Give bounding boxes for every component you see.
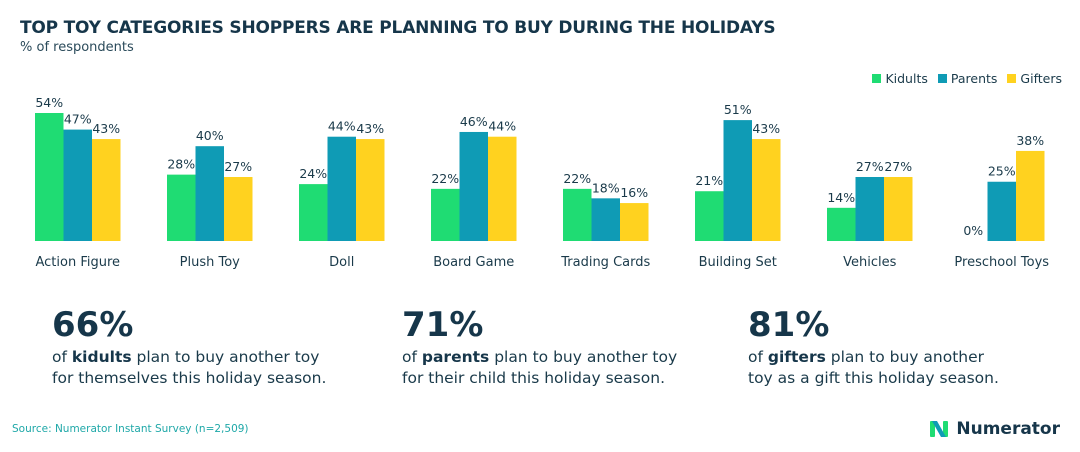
data-label-parents-doll: 44% [328,119,356,134]
numerator-logo-icon [930,421,949,437]
data-label-parents-action-figure: 47% [64,112,92,127]
stat-pre-parents: of [402,348,422,366]
data-label-kidults-action-figure: 54% [35,95,63,110]
bar-gifters-preschool-toys [1016,150,1045,241]
category-label-vehicles: Vehicles [843,255,896,270]
data-label-parents-trading-cards: 18% [592,180,620,195]
category-label-doll: Doll [329,255,354,270]
chart-title: TOP TOY CATEGORIES SHOPPERS ARE PLANNING… [20,18,776,38]
stat-post-kidults: plan to buy another toy [131,348,320,366]
bar-parents-vehicles [855,177,884,241]
category-label-action-figure: Action Figure [35,255,120,270]
data-label-gifters-trading-cards: 16% [620,185,648,200]
bar-kidults-building-set [695,191,724,241]
source-note: Source: Numerator Instant Survey (n=2,50… [12,423,249,435]
bar-parents-board-game [459,131,488,241]
bar-gifters-plush-toy [224,177,253,241]
legend-swatch-parents [937,74,947,83]
bar-parents-action-figure [63,129,92,241]
stat-line2-parents: for their child this holiday season. [402,369,665,387]
data-label-kidults-trading-cards: 22% [563,171,591,186]
stat-bold-parents: parents [421,348,490,366]
data-label-kidults-building-set: 21% [695,173,723,188]
data-label-parents-building-set: 51% [724,102,752,117]
bar-gifters-doll [356,139,385,241]
stat-gifters: 81% of gifters plan to buy another toy a… [748,305,1078,389]
stat-value-kidults: 66% [52,305,134,345]
data-label-parents-vehicles: 27% [856,159,884,174]
chart-subtitle: % of respondents [20,40,134,55]
data-label-kidults-vehicles: 14% [827,190,855,205]
chart-legend: Kidults Parents Gifters [872,71,1062,86]
numerator-logo: Numerator [928,418,1060,440]
category-label-building-set: Building Set [699,255,777,270]
stat-text-parents: of parents plan to buy another toy for t… [402,347,732,389]
stat-kidults: 66% of kidults plan to buy another toy f… [52,305,382,389]
bar-parents-plush-toy [195,146,224,241]
bar-kidults-board-game [431,188,460,241]
legend-label-kidults: Kidults [885,71,928,86]
data-label-kidults-plush-toy: 28% [167,157,195,172]
stat-bold-gifters: gifters [767,348,826,366]
legend-swatch-kidults [872,74,882,83]
data-label-parents-preschool-toys: 25% [988,164,1016,179]
stat-text-kidults: of kidults plan to buy another toy for t… [52,347,382,389]
data-label-kidults-preschool-toys: 0% [963,223,983,238]
bar-gifters-vehicles [884,177,913,241]
data-label-kidults-board-game: 22% [431,171,459,186]
category-label-preschool-toys: Preschool Toys [954,255,1049,270]
stat-parents: 71% of parents plan to buy another toy f… [402,305,732,389]
bar-kidults-vehicles [827,207,856,241]
stat-post-parents: plan to buy another toy [489,348,678,366]
category-label-trading-cards: Trading Cards [560,255,650,270]
bar-kidults-plush-toy [167,174,196,241]
bar-parents-doll [327,136,356,241]
bar-kidults-action-figure [35,113,64,241]
bar-parents-preschool-toys [987,181,1016,241]
data-label-gifters-action-figure: 43% [92,121,120,136]
data-label-gifters-preschool-toys: 38% [1016,133,1044,148]
data-label-kidults-doll: 24% [299,166,327,181]
stat-text-gifters: of gifters plan to buy another toy as a … [748,347,1078,389]
stat-pre-gifters: of [748,348,768,366]
bar-gifters-action-figure [92,139,121,241]
bar-gifters-building-set [752,139,781,241]
stat-value-gifters: 81% [748,305,830,345]
bar-parents-building-set [723,120,752,241]
stat-value-parents: 71% [402,305,484,345]
brand-name: Numerator [956,419,1060,439]
legend-item-gifters: Gifters [1007,71,1062,86]
stat-bold-kidults: kidults [71,348,132,366]
bar-kidults-trading-cards [563,188,592,241]
bar-parents-trading-cards [591,198,620,241]
stat-post-gifters: plan to buy another [825,348,985,366]
legend-label-gifters: Gifters [1020,71,1062,86]
legend-label-parents: Parents [950,71,998,86]
stat-line2-gifters: toy as a gift this holiday season. [748,369,999,387]
data-label-gifters-vehicles: 27% [884,159,912,174]
legend-item-kidults: Kidults [872,71,928,86]
data-label-gifters-plush-toy: 27% [224,159,252,174]
stat-pre-kidults: of [52,348,72,366]
legend-item-parents: Parents [937,71,998,86]
data-label-gifters-building-set: 43% [752,121,780,136]
stat-line2-kidults: for themselves this holiday season. [52,369,327,387]
category-label-plush-toy: Plush Toy [180,255,241,270]
data-label-parents-plush-toy: 40% [196,128,224,143]
bar-gifters-trading-cards [620,203,649,241]
legend-swatch-gifters [1007,74,1017,83]
category-label-board-game: Board Game [433,255,514,270]
data-label-gifters-board-game: 44% [488,119,516,134]
bar-kidults-doll [299,184,328,241]
data-label-parents-board-game: 46% [460,114,488,129]
data-label-gifters-doll: 43% [356,121,384,136]
bar-gifters-board-game [488,136,517,241]
